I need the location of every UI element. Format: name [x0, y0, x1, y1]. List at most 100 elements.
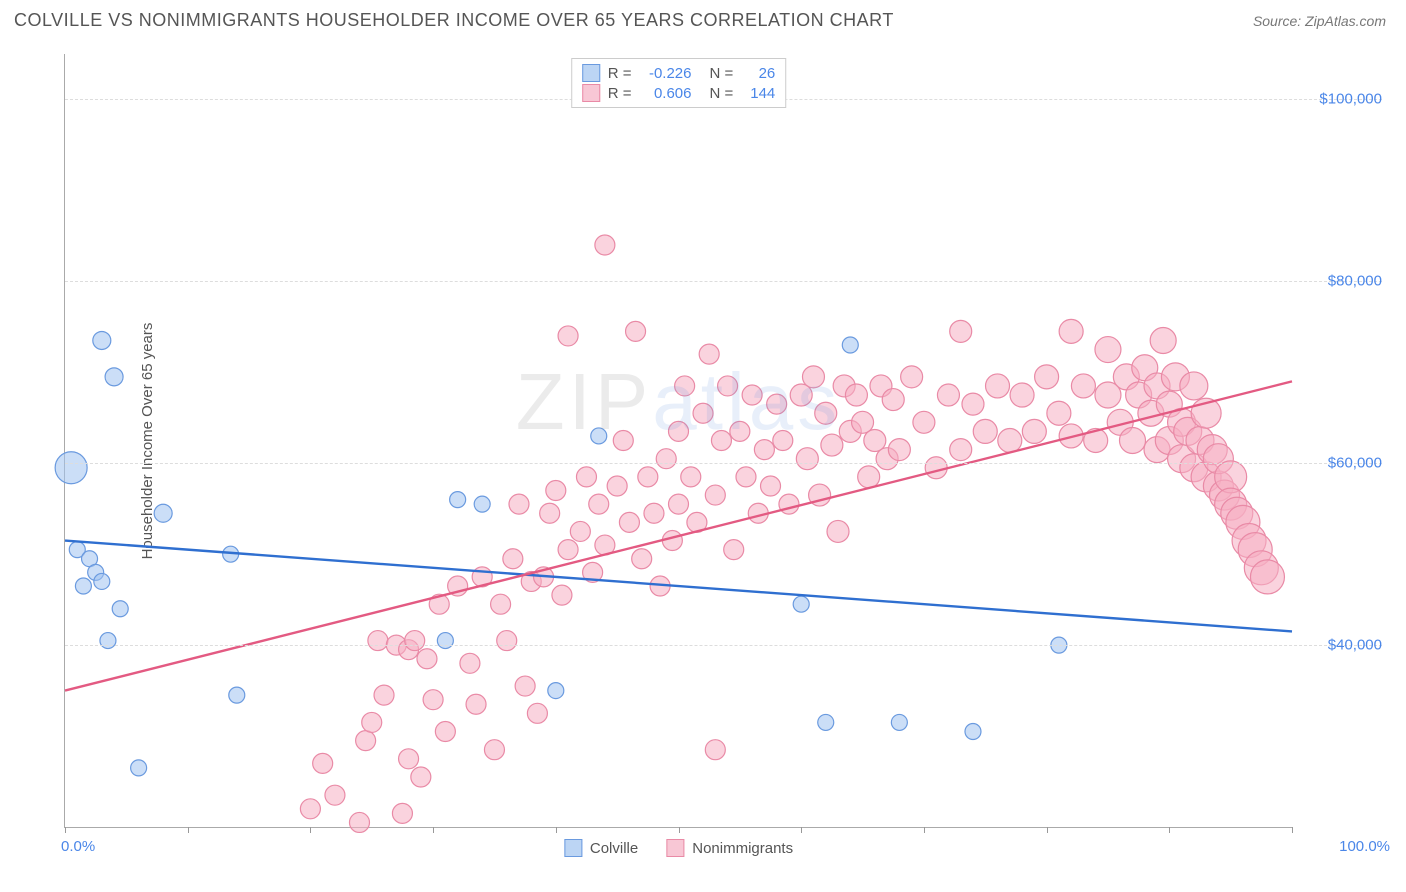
- data-point: [802, 366, 824, 388]
- y-tick-label: $100,000: [1300, 91, 1382, 108]
- data-point: [548, 683, 564, 699]
- legend-swatch: [582, 64, 600, 82]
- plot-area: Householder Income Over 65 years ZIPatla…: [64, 54, 1292, 828]
- legend-r-value: 0.606: [640, 85, 692, 102]
- x-tick: [924, 827, 925, 833]
- data-point: [540, 503, 560, 523]
- data-point: [595, 235, 615, 255]
- data-point: [705, 740, 725, 760]
- legend-swatch: [564, 839, 582, 857]
- y-tick-label: $60,000: [1300, 455, 1382, 472]
- data-point: [300, 799, 320, 819]
- data-point: [1022, 419, 1046, 443]
- data-point: [675, 376, 695, 396]
- legend-swatch: [666, 839, 684, 857]
- x-tick: [801, 827, 802, 833]
- data-point: [411, 767, 431, 787]
- data-point: [356, 731, 376, 751]
- data-point: [973, 419, 997, 443]
- data-point: [349, 812, 369, 832]
- data-point: [392, 803, 412, 823]
- data-point: [154, 504, 172, 522]
- legend-swatch: [582, 84, 600, 102]
- data-point: [891, 714, 907, 730]
- data-point: [1095, 337, 1121, 363]
- data-point: [460, 653, 480, 673]
- y-tick-label: $80,000: [1300, 273, 1382, 290]
- data-point: [435, 722, 455, 742]
- x-tick: [1292, 827, 1293, 833]
- data-point: [632, 549, 652, 569]
- data-point: [1047, 401, 1071, 425]
- data-point: [1250, 560, 1284, 594]
- data-point: [527, 703, 547, 723]
- data-point: [767, 394, 787, 414]
- data-point: [374, 685, 394, 705]
- data-point: [558, 540, 578, 560]
- data-point: [845, 384, 867, 406]
- data-point: [669, 421, 689, 441]
- data-point: [761, 476, 781, 496]
- x-tick: [556, 827, 557, 833]
- data-point: [607, 476, 627, 496]
- legend-correlation: R =-0.226N =26R =0.606N =144: [571, 58, 787, 108]
- data-point: [718, 376, 738, 396]
- legend-item: Nonimmigrants: [666, 839, 793, 857]
- data-point: [998, 429, 1022, 453]
- data-point: [399, 749, 419, 769]
- data-point: [509, 494, 529, 514]
- data-point: [821, 434, 843, 456]
- data-point: [497, 631, 517, 651]
- data-point: [94, 573, 110, 589]
- legend-row: R =0.606N =144: [582, 83, 776, 103]
- data-point: [858, 466, 880, 488]
- data-point: [827, 520, 849, 542]
- data-point: [882, 389, 904, 411]
- gridline: [65, 645, 1382, 646]
- data-point: [644, 503, 664, 523]
- data-point: [75, 578, 91, 594]
- x-tick: [1169, 827, 1170, 833]
- data-point: [901, 366, 923, 388]
- data-point: [474, 496, 490, 512]
- legend-item: Colville: [564, 839, 638, 857]
- data-point: [925, 457, 947, 479]
- data-point: [965, 724, 981, 740]
- data-point: [1059, 319, 1083, 343]
- data-point: [112, 601, 128, 617]
- trend-line: [65, 541, 1292, 632]
- data-point: [368, 631, 388, 651]
- chart-title: COLVILLE VS NONIMMIGRANTS HOUSEHOLDER IN…: [14, 10, 894, 31]
- data-point: [552, 585, 572, 605]
- legend-n-value: 144: [741, 85, 775, 102]
- data-point: [93, 331, 111, 349]
- data-point: [754, 440, 774, 460]
- data-point: [730, 421, 750, 441]
- data-point: [503, 549, 523, 569]
- data-point: [638, 467, 658, 487]
- data-point: [842, 337, 858, 353]
- data-point: [570, 521, 590, 541]
- legend-row: R =-0.226N =26: [582, 63, 776, 83]
- data-point: [699, 344, 719, 364]
- x-axis-min-label: 0.0%: [61, 838, 95, 855]
- legend-n-label: N =: [710, 65, 734, 82]
- data-point: [437, 633, 453, 649]
- legend-n-value: 26: [741, 65, 775, 82]
- data-point: [693, 403, 713, 423]
- scatter-svg: [65, 54, 1292, 827]
- data-point: [1119, 428, 1145, 454]
- data-point: [705, 485, 725, 505]
- data-point: [736, 467, 756, 487]
- source-attrib: Source: ZipAtlas.com: [1253, 13, 1386, 29]
- data-point: [888, 439, 910, 461]
- data-point: [484, 740, 504, 760]
- x-tick: [65, 827, 66, 833]
- legend-series: Colville Nonimmigrants: [564, 839, 793, 857]
- data-point: [1150, 327, 1176, 353]
- data-point: [100, 633, 116, 649]
- data-point: [986, 374, 1010, 398]
- data-point: [724, 540, 744, 560]
- gridline: [65, 281, 1382, 282]
- data-point: [1010, 383, 1034, 407]
